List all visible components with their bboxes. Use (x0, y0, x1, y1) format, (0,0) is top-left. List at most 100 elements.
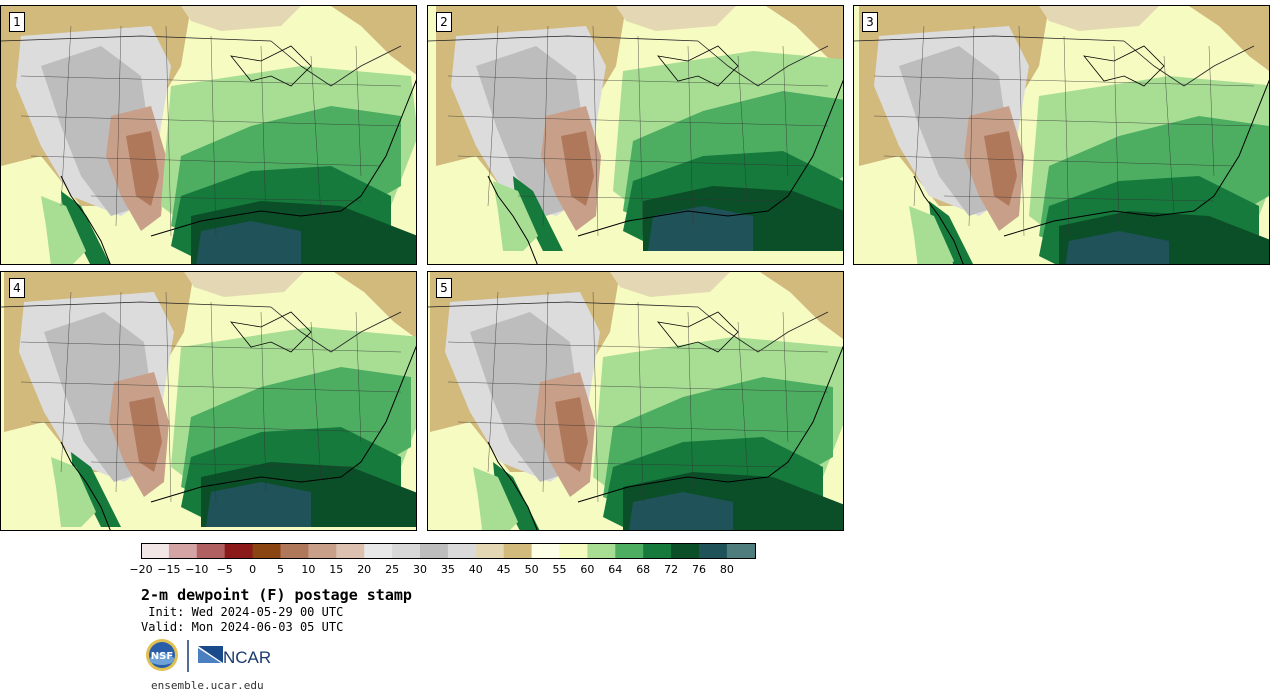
colorbar-tick-label: 20 (357, 563, 372, 576)
colorbar-tick-label: 40 (468, 563, 483, 576)
dewpoint-region-gulf-teal (206, 482, 311, 527)
border-line (1, 301, 402, 353)
great-lakes-outline (657, 311, 739, 353)
dewpoint-map (854, 6, 1269, 264)
dewpoint-region-tan-northeast (334, 272, 416, 339)
colorbar-swatch (503, 544, 533, 558)
colorbar-tick-label: −5 (216, 563, 233, 576)
member-label: 3 (862, 12, 878, 32)
colorbar-tick-label: 50 (524, 563, 539, 576)
dewpoint-region-pacific-light (473, 467, 518, 530)
border-line (428, 35, 829, 87)
member-label: 1 (9, 12, 25, 32)
colorbar-tick-label: 5 (277, 563, 284, 576)
dewpoint-region-tan-canada (610, 272, 730, 297)
colorbar-tick-label: −20 (129, 563, 153, 576)
colorbar-swatch (280, 544, 309, 558)
colorbar-tick-label: 45 (496, 563, 511, 576)
colorbar-tick-label: 80 (719, 563, 734, 576)
ncar-logo: NCAR (198, 646, 271, 667)
coastline (487, 441, 538, 530)
colorbar-tick-label: 15 (329, 563, 344, 576)
dewpoint-region-pacific-light (493, 181, 538, 251)
dewpoint-region-pacific-light (909, 206, 954, 264)
init-time: Init: Wed 2024-05-29 00 UTC (141, 605, 344, 619)
stamp-panel-1: 1 (0, 5, 417, 265)
colorbar-swatch (643, 544, 672, 558)
colorbar-swatch (364, 544, 393, 558)
colorbar-swatch (475, 544, 505, 558)
coastline (1003, 79, 1269, 237)
stamp-panel-3: 3 (853, 5, 1270, 265)
dewpoint-region-pacific-green (61, 191, 110, 264)
colorbar-swatch (252, 544, 282, 558)
dewpoint-region-dark-brown-core (561, 131, 594, 206)
dewpoint-region-dark-brown-core (984, 131, 1017, 206)
colorbar-swatch (559, 544, 588, 558)
colorbar-swatch (196, 544, 226, 558)
great-lakes-outline (230, 311, 312, 353)
colorbar-swatch (615, 544, 644, 558)
coastline (150, 345, 416, 503)
dewpoint-region-tan-northeast (1189, 6, 1269, 71)
nsf-logo: NSF (146, 639, 178, 671)
dewpoint-map (1, 6, 416, 264)
stamp-panel-4: 4 (0, 271, 417, 531)
website-url: ensemble.ucar.edu (151, 679, 264, 692)
colorbar-swatch (726, 544, 756, 558)
colorbar-swatch (224, 544, 254, 558)
colorbar-tick-label: 35 (440, 563, 455, 576)
state-boundaries (873, 25, 1255, 237)
nsf-logo-text: NSF (151, 651, 173, 662)
state-boundaries (20, 291, 402, 503)
dewpoint-region-gulf-teal (1065, 231, 1169, 264)
colorbar-swatch (531, 544, 561, 558)
stamp-panel-2: 2 (427, 5, 844, 265)
dewpoint-region-gulf-teal (629, 492, 733, 530)
colorbar-tick-label: 76 (692, 563, 706, 576)
coastline (60, 441, 111, 530)
colorbar-swatch (671, 544, 700, 558)
valid-time: Valid: Mon 2024-06-03 05 UTC (141, 620, 344, 634)
dewpoint-region-pacific-green (71, 452, 121, 527)
colorbar (141, 543, 756, 559)
colorbar-tick-label: 0 (249, 563, 257, 576)
member-label: 2 (436, 12, 452, 32)
dewpoint-region-gulf-teal (648, 206, 753, 251)
dewpoint-region-dark-brown-core (129, 397, 162, 472)
dewpoint-region-tan-canada (181, 6, 301, 31)
dewpoint-region-tan-northeast (331, 6, 416, 75)
colorbar-tick-label: 10 (301, 563, 316, 576)
dewpoint-map (428, 272, 843, 530)
colorbar-tick-label: 60 (580, 563, 595, 576)
great-lakes-outline (230, 45, 312, 87)
colorbar-tick-label: 64 (608, 563, 623, 576)
border-line (854, 35, 1255, 87)
colorbar-tick-label: −10 (185, 563, 209, 576)
coastline (150, 79, 416, 237)
colorbar-swatch (308, 544, 337, 558)
state-boundaries (20, 25, 402, 237)
colorbar-tick-label: 30 (413, 563, 427, 576)
colorbar-swatch (587, 544, 616, 558)
dewpoint-region-tan-canada (184, 272, 304, 297)
ncar-logo-text: NCAR (223, 648, 271, 667)
coastline (577, 79, 843, 237)
state-boundaries (447, 25, 829, 237)
colorbar-swatch (392, 544, 421, 558)
colorbar-swatch (141, 544, 170, 558)
coastline (487, 175, 538, 264)
colorbar-swatch (420, 544, 449, 558)
colorbar-tick-label: 25 (385, 563, 400, 576)
colorbar-tick-label: 55 (552, 563, 567, 576)
border-line (1, 35, 402, 87)
dewpoint-map (428, 6, 843, 264)
dewpoint-region-dark-brown-core (126, 131, 159, 206)
dewpoint-region-tan-canada (616, 6, 736, 31)
coastline (577, 345, 843, 503)
dewpoint-region-pacific-light (51, 457, 96, 527)
member-label: 4 (9, 278, 25, 298)
colorbar-swatch (336, 544, 365, 558)
dewpoint-region-pacific-light (41, 196, 86, 264)
dewpoint-region-tan-canada (1039, 6, 1159, 31)
